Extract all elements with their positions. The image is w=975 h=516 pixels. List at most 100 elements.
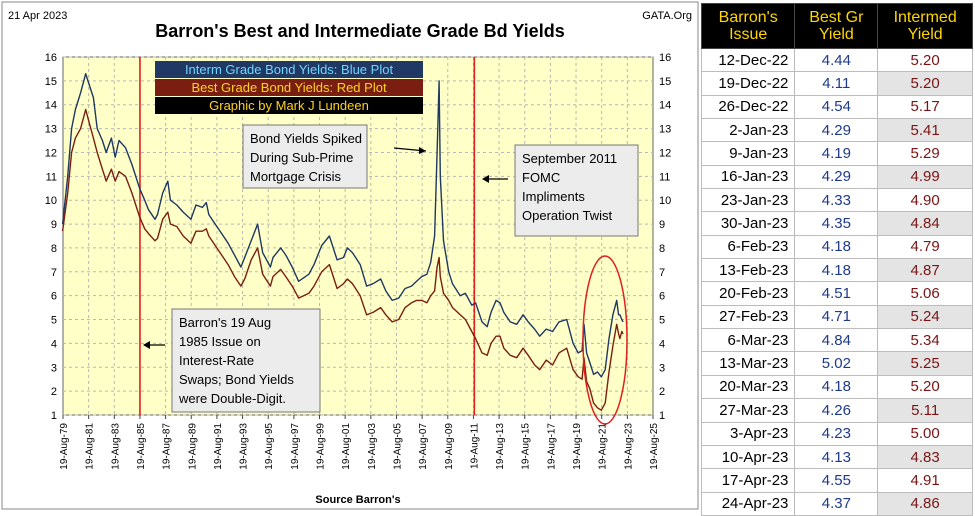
intermed-yield-cell: 5.41: [877, 118, 973, 143]
annotation-twist-line: September 2011: [522, 151, 617, 166]
best-yield-cell: 4.33: [794, 188, 879, 213]
x-tick-label: 19-Aug-25: [649, 423, 660, 470]
x-tick-label: 19-Aug-15: [521, 423, 532, 470]
issue-date-cell: 6-Mar-23: [700, 328, 796, 353]
table-row: 27-Mar-23 4.26 5.11: [700, 398, 973, 423]
y-tick-label-left: 5: [51, 315, 57, 327]
annotation-1985: Barron's 19 Aug 1985 Issue on Interest-R…: [143, 308, 321, 413]
intermed-yield-cell: 4.87: [877, 258, 973, 283]
best-yield-cell: 4.19: [794, 141, 879, 166]
best-yield-cell: 4.84: [794, 328, 879, 353]
y-tick-label-right: 9: [659, 219, 665, 231]
table-row: 26-Dec-22 4.54 5.17: [700, 94, 973, 120]
best-yield-cell: 4.18: [794, 374, 879, 400]
annotation-1985-line: 1985 Issue on: [179, 334, 261, 349]
x-tick-label: 19-Aug-07: [418, 423, 429, 470]
issue-date-cell: 9-Jan-23: [700, 141, 796, 166]
best-yield-cell: 4.23: [794, 421, 879, 446]
chart-border: [1, 1, 699, 510]
annotation-crisis-line: Bond Yields Spiked: [250, 131, 362, 146]
y-tick-label-right: 1: [659, 410, 665, 422]
bond-yield-chart: 21 Apr 2023 Barron's Best and Intermedia…: [0, 0, 700, 511]
legend-swatch-red: [155, 79, 423, 96]
y-tick-label-right: 16: [659, 52, 671, 64]
x-tick-label: 19-Aug-95: [264, 423, 275, 470]
y-tick-label-left: 13: [45, 124, 57, 136]
interm-grade-yield-line: [61, 72, 624, 378]
y-tick-label-right: 15: [659, 76, 671, 88]
issue-date-cell: 6-Feb-23: [700, 234, 796, 260]
legend-swatch-blue: [155, 61, 423, 78]
header-intermed-yield: Intermed Yield: [877, 3, 973, 49]
annotation-crisis-line: Mortgage Crisis: [250, 169, 342, 184]
annotation-1985-arrowhead: [143, 341, 150, 349]
y-tick-label-left: 10: [45, 195, 57, 207]
annotation-twist-arrowhead: [482, 175, 489, 183]
y-tick-label-right: 13: [659, 124, 671, 136]
best-yield-cell: 4.35: [794, 211, 879, 236]
annotation-twist: September 2011 FOMC Impliments Operation…: [482, 144, 639, 237]
y-tick-label-right: 4: [659, 338, 665, 350]
annotation-1985-line: were Double-Digit.: [178, 391, 286, 406]
x-tick-label: 19-Aug-85: [136, 423, 147, 470]
best-yield-cell: 4.44: [794, 47, 879, 73]
best-yield-cell: 4.29: [794, 164, 879, 190]
x-tick-label: 19-Aug-97: [290, 423, 301, 470]
x-tick-label: 19-Aug-93: [239, 423, 250, 470]
y-tick-label-left: 9: [51, 219, 57, 231]
issue-date-cell: 20-Feb-23: [700, 281, 796, 306]
x-tick-label: 19-Aug-21: [598, 423, 609, 470]
table-row: 6-Feb-23 4.18 4.79: [700, 234, 973, 260]
highlight-circle: [582, 255, 628, 425]
x-tick-label: 19-Aug-05: [392, 423, 403, 470]
table-row: 20-Mar-23 4.18 5.20: [700, 374, 973, 400]
annotation-1985-line: Interest-Rate: [179, 353, 254, 368]
y-tick-label-right: 11: [659, 171, 670, 183]
y-tick-label-left: 6: [51, 291, 57, 303]
best-yield-cell: 4.11: [794, 71, 879, 96]
table-row: 20-Feb-23 4.51 5.06: [700, 281, 973, 306]
best-yield-cell: 4.26: [794, 398, 879, 423]
x-tick-label: 19-Aug-03: [367, 423, 378, 470]
intermed-yield-cell: 4.83: [877, 444, 973, 470]
issue-date-cell: 13-Mar-23: [700, 351, 796, 376]
legend-swatch-black: [155, 97, 423, 114]
legend-item-credit: Graphic by Mark J Lundeen: [209, 98, 369, 113]
y-tick-label-left: 4: [51, 338, 57, 350]
table-row: 19-Dec-22 4.11 5.20: [700, 71, 973, 96]
header-best-yield: Best Gr Yield: [794, 3, 879, 49]
x-tick-label: 19-Aug-01: [341, 423, 352, 470]
x-axis-title: Source Barron's: [315, 494, 400, 506]
issue-date-cell: 19-Dec-22: [700, 71, 796, 96]
x-tick-label: 19-Aug-81: [85, 423, 96, 470]
y-tick-label-left: 11: [46, 171, 57, 183]
y-tick-label-right: 2: [659, 386, 665, 398]
x-tick-label: 19-Aug-23: [623, 423, 634, 470]
table-row: 12-Dec-22 4.44 5.20: [700, 47, 973, 73]
y-tick-label-left: 7: [51, 267, 57, 279]
best-grade-yield-line: [61, 108, 624, 411]
x-tick-label: 19-Aug-19: [572, 423, 583, 470]
y-tick-label-left: 2: [51, 386, 57, 398]
x-tick-label: 19-Aug-13: [495, 423, 506, 470]
intermed-yield-cell: 5.11: [877, 398, 973, 423]
y-tick-label-right: 6: [659, 291, 665, 303]
intermed-yield-cell: 5.17: [877, 94, 973, 120]
table-row: 9-Jan-23 4.19 5.29: [700, 141, 973, 166]
annotation-twist-line: Impliments: [522, 189, 585, 204]
x-tick-label: 19-Aug-17: [546, 423, 557, 470]
annotation-crisis-arrowhead: [419, 147, 426, 154]
event-lines: [139, 57, 476, 415]
intermed-yield-cell: 5.00: [877, 421, 973, 446]
annotation-crisis-line: During Sub-Prime: [250, 150, 353, 165]
intermed-yield-cell: 4.86: [877, 491, 973, 516]
y-tick-label-right: 7: [659, 267, 665, 279]
table-row: 23-Jan-23 4.33 4.90: [700, 188, 973, 213]
intermed-yield-cell: 5.25: [877, 351, 973, 376]
x-tick-label: 19-Aug-79: [59, 423, 70, 470]
annotation-crisis: Bond Yields Spiked During Sub-Prime Mort…: [242, 124, 427, 189]
issue-date-cell: 30-Jan-23: [700, 211, 796, 236]
table-row: 3-Apr-23 4.23 5.00: [700, 421, 973, 446]
issue-date-cell: 12-Dec-22: [700, 47, 796, 73]
